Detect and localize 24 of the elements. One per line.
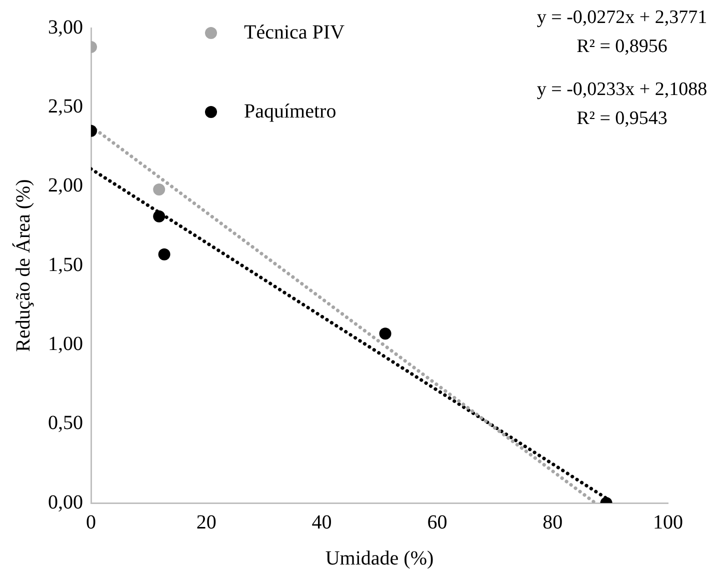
point [158, 248, 170, 260]
annotation: y = -0,0272x + 2,3771 [536, 6, 708, 28]
y-axis-title: Redução de Área (%) [11, 179, 34, 352]
y-tick-label: 0,50 [48, 412, 83, 434]
annotation: y = -0,0233x + 2,1088 [536, 78, 708, 100]
y-tick-label: 2,00 [48, 174, 83, 197]
y-tick-label: 0,00 [48, 491, 83, 514]
x-tick-label: 100 [653, 511, 683, 534]
x-tick-label: 0 [86, 511, 96, 534]
x-tick-label: 80 [542, 511, 563, 534]
x-tick-label: 20 [196, 511, 216, 534]
x-tick-label: 40 [312, 511, 332, 534]
annotation: R² = 0,9543 [576, 108, 668, 129]
y-tick-label: 1,50 [48, 254, 83, 276]
y-tick-label: 3,00 [48, 16, 83, 38]
y-tick-label: 2,50 [48, 95, 83, 118]
point [153, 210, 166, 222]
x-tick-label: 60 [427, 511, 448, 534]
annotation: R² = 0,8956 [576, 36, 668, 57]
x-axis-title: Umidade (%) [325, 547, 434, 570]
point [379, 328, 392, 340]
legend-label: Técnica PIV [244, 21, 346, 44]
legend-label: Paquímetro [244, 100, 336, 122]
y-tick-label: 1,00 [48, 332, 83, 355]
